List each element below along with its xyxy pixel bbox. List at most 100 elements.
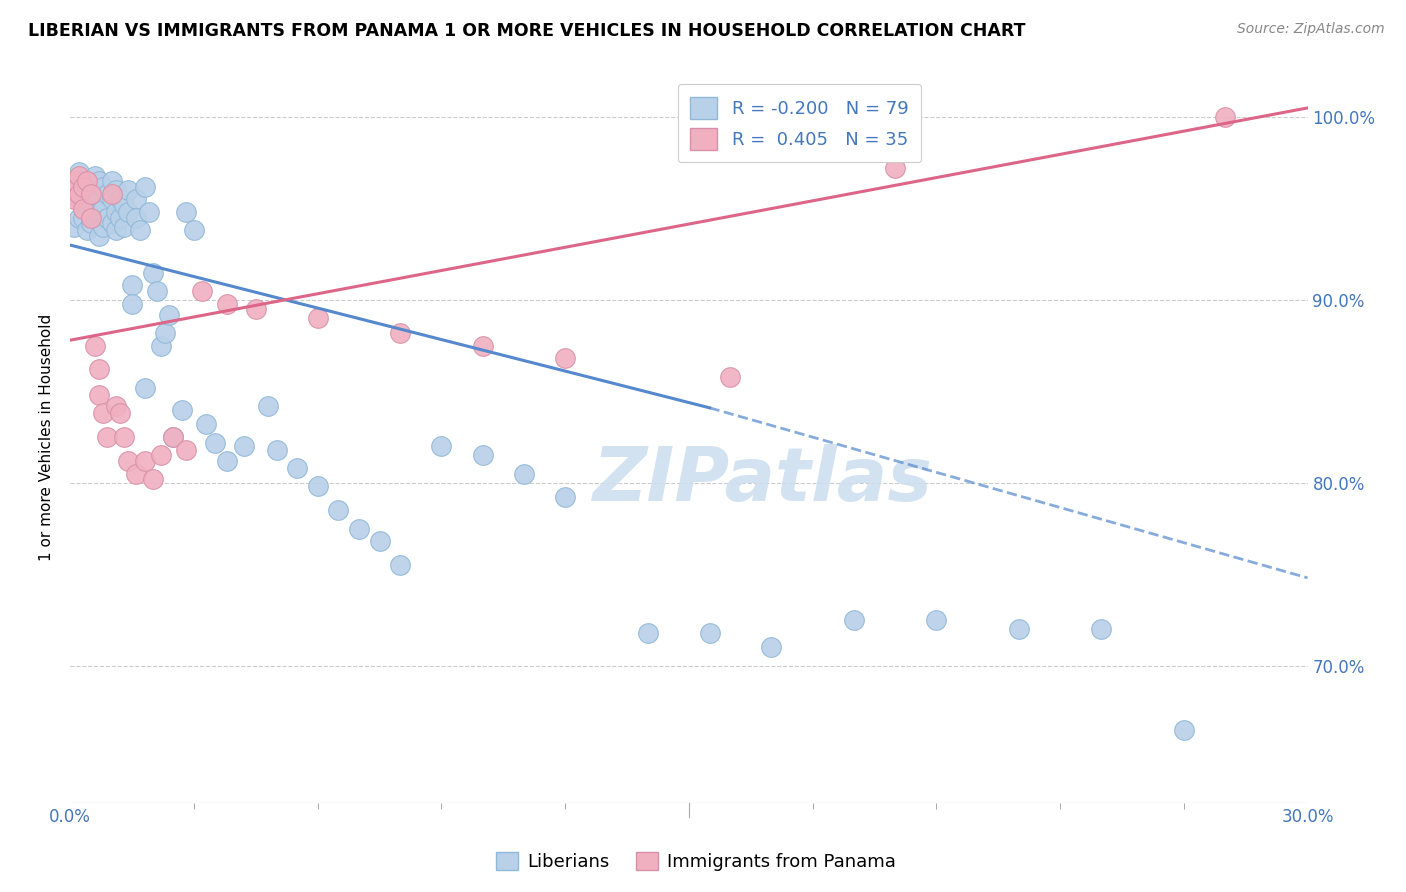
Point xyxy=(89,228,111,243)
Point xyxy=(63,219,86,234)
Point xyxy=(80,211,103,225)
Point xyxy=(174,205,197,219)
Point xyxy=(125,467,148,481)
Point xyxy=(328,503,350,517)
Point xyxy=(72,186,94,201)
Point xyxy=(637,625,659,640)
Point xyxy=(761,640,783,655)
Point xyxy=(80,186,103,201)
Point xyxy=(104,223,127,237)
Point xyxy=(91,179,114,194)
Point xyxy=(307,479,329,493)
Point xyxy=(121,296,143,310)
Point xyxy=(67,192,90,206)
Point xyxy=(307,311,329,326)
Point xyxy=(100,216,122,230)
Point xyxy=(134,454,156,468)
Point xyxy=(96,430,118,444)
Text: LIBERIAN VS IMMIGRANTS FROM PANAMA 1 OR MORE VEHICLES IN HOUSEHOLD CORRELATION C: LIBERIAN VS IMMIGRANTS FROM PANAMA 1 OR … xyxy=(28,22,1025,40)
Point xyxy=(76,223,98,237)
Point xyxy=(554,491,576,505)
Point xyxy=(162,430,184,444)
Point xyxy=(72,179,94,194)
Legend: R = -0.200   N = 79, R =  0.405   N = 35: R = -0.200 N = 79, R = 0.405 N = 35 xyxy=(678,84,921,162)
Point xyxy=(699,625,721,640)
Point xyxy=(76,198,98,212)
Point xyxy=(108,211,131,225)
Point xyxy=(347,521,370,535)
Point xyxy=(471,448,494,462)
Point xyxy=(125,211,148,225)
Point xyxy=(925,613,948,627)
Point xyxy=(1213,110,1236,124)
Y-axis label: 1 or more Vehicles in Household: 1 or more Vehicles in Household xyxy=(39,313,55,561)
Point xyxy=(91,202,114,216)
Point xyxy=(232,439,254,453)
Point xyxy=(215,296,238,310)
Point xyxy=(84,169,107,183)
Point xyxy=(112,430,135,444)
Point xyxy=(150,338,173,352)
Point xyxy=(245,301,267,316)
Point xyxy=(174,442,197,457)
Text: Source: ZipAtlas.com: Source: ZipAtlas.com xyxy=(1237,22,1385,37)
Point xyxy=(63,174,86,188)
Point xyxy=(117,183,139,197)
Point xyxy=(471,338,494,352)
Point xyxy=(389,558,412,573)
Point xyxy=(389,326,412,340)
Point xyxy=(100,174,122,188)
Point xyxy=(76,174,98,188)
Point xyxy=(162,430,184,444)
Point xyxy=(129,223,152,237)
Point xyxy=(1008,622,1031,636)
Point xyxy=(63,192,86,206)
Point xyxy=(183,223,205,237)
Point xyxy=(170,402,193,417)
Point xyxy=(134,381,156,395)
Point xyxy=(84,338,107,352)
Point xyxy=(72,202,94,216)
Point xyxy=(91,219,114,234)
Point xyxy=(80,216,103,230)
Point xyxy=(72,174,94,188)
Point xyxy=(67,211,90,225)
Point xyxy=(100,186,122,201)
Point xyxy=(513,467,536,481)
Point xyxy=(104,205,127,219)
Point xyxy=(91,406,114,420)
Point xyxy=(89,388,111,402)
Point xyxy=(67,186,90,201)
Point xyxy=(884,161,907,176)
Point xyxy=(117,205,139,219)
Point xyxy=(1173,723,1195,737)
Point xyxy=(67,165,90,179)
Point xyxy=(257,399,280,413)
Point xyxy=(153,326,176,340)
Point xyxy=(142,472,165,486)
Point xyxy=(1090,622,1112,636)
Legend: Liberians, Immigrants from Panama: Liberians, Immigrants from Panama xyxy=(489,845,903,879)
Point xyxy=(67,169,90,183)
Point xyxy=(80,183,103,197)
Point xyxy=(63,183,86,197)
Point xyxy=(104,399,127,413)
Point xyxy=(96,186,118,201)
Point xyxy=(117,454,139,468)
Point xyxy=(157,308,180,322)
Point xyxy=(266,442,288,457)
Point xyxy=(96,211,118,225)
Point xyxy=(89,362,111,376)
Point xyxy=(112,219,135,234)
Point xyxy=(134,179,156,194)
Point xyxy=(842,613,865,627)
Point xyxy=(84,186,107,201)
Point xyxy=(108,192,131,206)
Point xyxy=(142,265,165,279)
Point xyxy=(104,183,127,197)
Point xyxy=(112,198,135,212)
Point xyxy=(138,205,160,219)
Point xyxy=(191,284,214,298)
Point xyxy=(430,439,453,453)
Point xyxy=(72,211,94,225)
